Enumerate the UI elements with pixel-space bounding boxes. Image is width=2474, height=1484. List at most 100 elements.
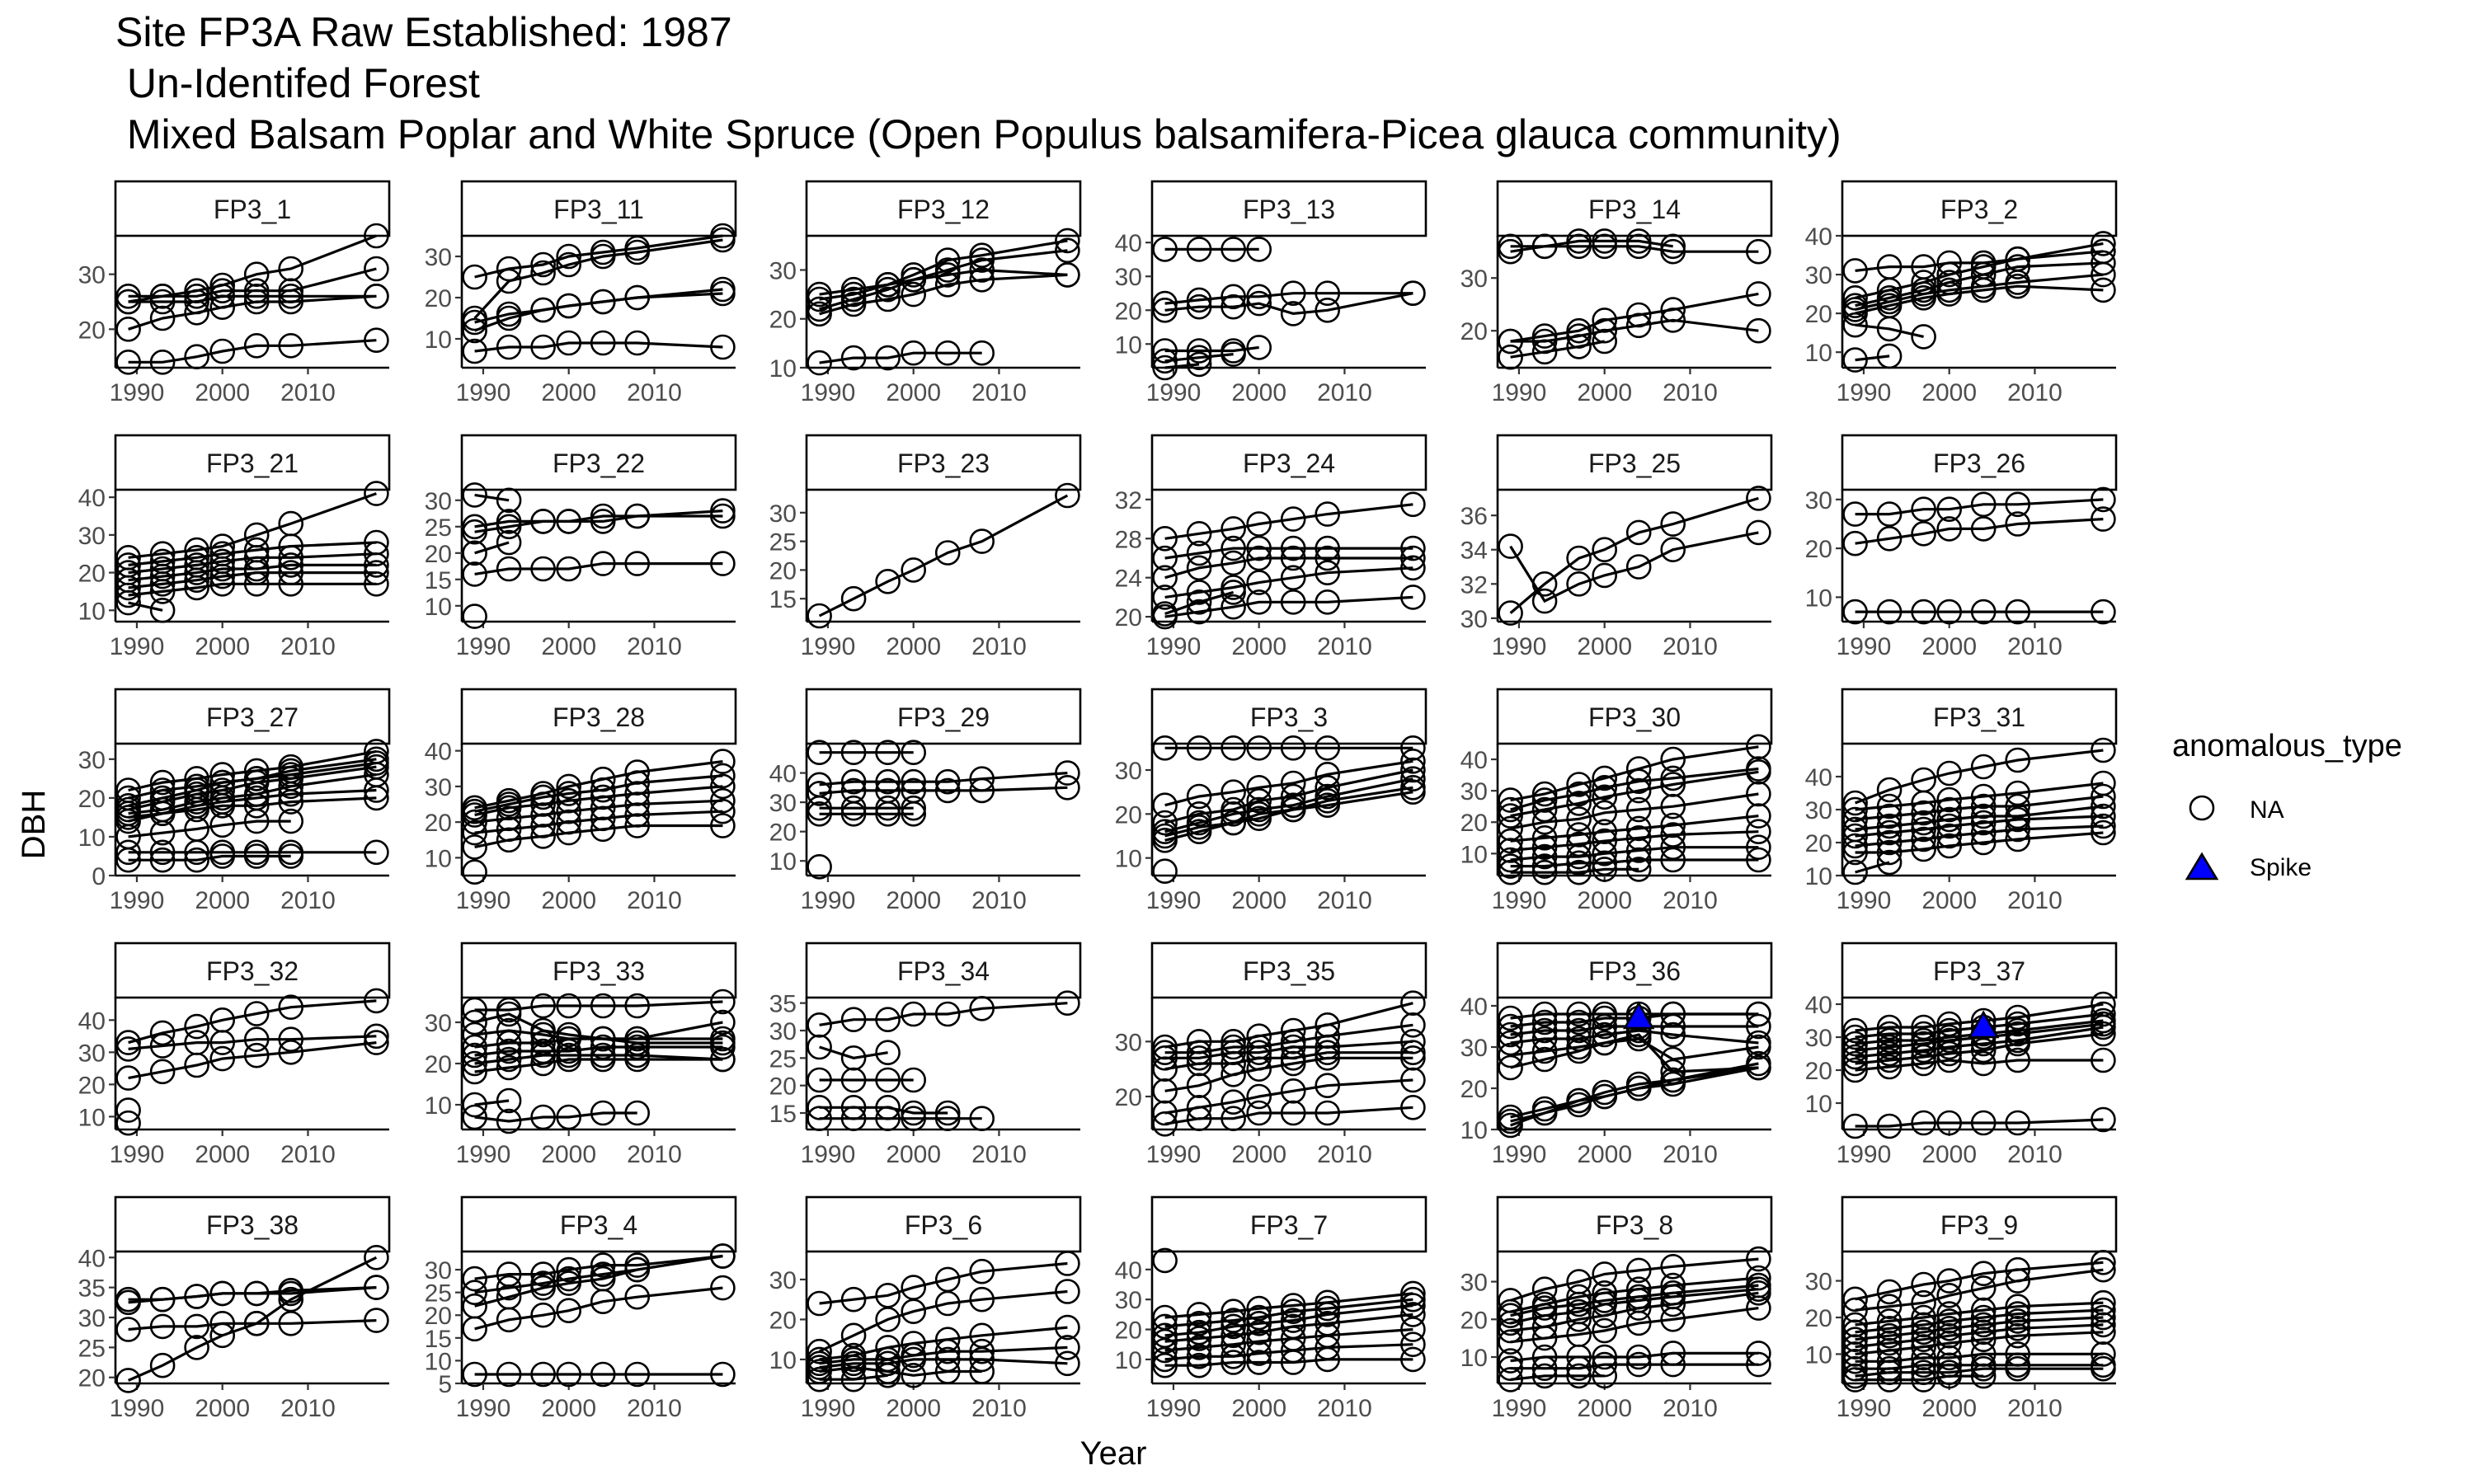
tree-point bbox=[1660, 511, 1686, 537]
strip-box bbox=[114, 1195, 391, 1253]
tree-point bbox=[462, 1034, 487, 1060]
tree-point bbox=[1970, 1037, 1997, 1064]
x-tick-label: 2010 bbox=[627, 379, 682, 406]
y-tick-label: 20 bbox=[1460, 318, 1488, 345]
tree-point bbox=[1246, 1311, 1272, 1336]
strip-box bbox=[1841, 942, 2118, 999]
tree-point bbox=[875, 801, 901, 827]
tree-point bbox=[149, 1033, 176, 1059]
tree-point bbox=[530, 251, 556, 278]
tree-point bbox=[2005, 1355, 2030, 1382]
tree-point bbox=[1152, 1346, 1178, 1373]
chart-title: Site FP3A Raw Established: 1987 Un-Ident… bbox=[115, 9, 1841, 157]
tree-point bbox=[1842, 1024, 1868, 1050]
tree-point bbox=[364, 988, 389, 1014]
tree-point bbox=[840, 1286, 867, 1313]
tree-point bbox=[1221, 1034, 1246, 1060]
tree-point bbox=[462, 482, 487, 508]
y-tick-label: 30 bbox=[1460, 265, 1488, 293]
x-tick-label: 1990 bbox=[1146, 1395, 1202, 1422]
tree-point bbox=[1660, 1307, 1686, 1332]
tree-line bbox=[1855, 1268, 2104, 1312]
tree-line bbox=[1855, 273, 2104, 311]
tree-point bbox=[462, 1050, 487, 1077]
tree-point bbox=[2091, 1319, 2116, 1345]
strip-label: FP3_4 bbox=[560, 1210, 637, 1240]
tree-point bbox=[530, 1042, 556, 1068]
tree-line bbox=[1510, 767, 1759, 811]
tree-line bbox=[474, 1111, 637, 1123]
tree-point bbox=[278, 781, 304, 807]
tree-point bbox=[1936, 1283, 1962, 1308]
tree-point bbox=[1221, 341, 1246, 367]
y-tick-label: 15 bbox=[769, 1101, 797, 1128]
strip-label: FP3_23 bbox=[897, 448, 990, 478]
panel-FP3_35: FP3_35 20 30 1990 2000 2010 bbox=[1115, 942, 1427, 1168]
strip-label: FP3_2 bbox=[1940, 195, 2018, 224]
tree-point bbox=[149, 1059, 176, 1085]
tree-point bbox=[1055, 237, 1080, 264]
tree-point bbox=[840, 1007, 867, 1032]
strip-label: FP3_28 bbox=[553, 702, 645, 732]
tree-point bbox=[1315, 1302, 1340, 1327]
tree-point bbox=[1970, 819, 1997, 846]
tree-point bbox=[1876, 849, 1903, 876]
x-tick-label: 2010 bbox=[2007, 1141, 2062, 1168]
tree-point bbox=[209, 1045, 236, 1072]
tree-line bbox=[1164, 791, 1413, 838]
tree-point bbox=[1400, 1280, 1426, 1307]
y-tick-label: 25 bbox=[425, 514, 452, 542]
x-tick-label: 2010 bbox=[280, 379, 336, 406]
y-tick-label: 20 bbox=[1115, 298, 1142, 325]
tree-point bbox=[807, 1290, 832, 1317]
tree-point bbox=[2005, 1308, 2030, 1334]
tree-point bbox=[710, 798, 736, 824]
tree-point bbox=[2091, 813, 2116, 839]
tree-line bbox=[1855, 1019, 2104, 1045]
tree-point bbox=[624, 1256, 651, 1283]
tree-point bbox=[2091, 1047, 2116, 1073]
tree-line bbox=[1855, 1059, 2104, 1072]
tree-line bbox=[1509, 496, 1759, 614]
tree-point bbox=[807, 1359, 832, 1384]
tree-point bbox=[1498, 1112, 1523, 1139]
panel-FP3_8: FP3_8 10 20 30 1990 2000 2010 bbox=[1460, 1195, 1773, 1422]
tree-point bbox=[1498, 1310, 1523, 1336]
tree-point bbox=[149, 305, 176, 331]
tree-point bbox=[1566, 1009, 1592, 1036]
tree-point bbox=[624, 1284, 651, 1310]
tree-point bbox=[1911, 1037, 1936, 1064]
x-tick-label: 2010 bbox=[971, 1141, 1027, 1168]
tree-line bbox=[819, 239, 1068, 301]
tree-point bbox=[807, 795, 832, 821]
tree-point bbox=[1746, 519, 1771, 546]
y-tick-label: 40 bbox=[1805, 992, 1832, 1019]
tree-point bbox=[1842, 1113, 1868, 1139]
tree-point bbox=[1280, 280, 1306, 307]
tree-point bbox=[1936, 516, 1962, 542]
tree-line bbox=[819, 268, 1068, 296]
tree-point bbox=[1746, 1280, 1771, 1306]
panel-FP3_28: FP3_28 10 20 30 40 1990 2000 2010 bbox=[425, 688, 737, 914]
tree-point bbox=[934, 1106, 961, 1131]
tree-point bbox=[1498, 1348, 1523, 1374]
tree-point bbox=[1911, 284, 1936, 311]
tree-line bbox=[128, 601, 163, 612]
tree-point bbox=[1876, 1021, 1903, 1047]
tree-point bbox=[2005, 747, 2030, 773]
tree-point bbox=[2005, 254, 2030, 279]
tree-point bbox=[1221, 1322, 1246, 1349]
tree-point bbox=[969, 996, 995, 1021]
strip-label: FP3_8 bbox=[1596, 1210, 1673, 1240]
strip-label: FP3_7 bbox=[1250, 1210, 1328, 1240]
tree-point bbox=[462, 338, 487, 364]
x-tick-label: 2000 bbox=[195, 1141, 250, 1168]
x-tick-label: 2010 bbox=[2007, 633, 2062, 660]
tree-point bbox=[1055, 228, 1080, 254]
tree-point bbox=[364, 839, 389, 866]
tree-point bbox=[496, 1030, 522, 1056]
tree-point bbox=[1152, 1337, 1178, 1364]
y-tick-label: 10 bbox=[425, 845, 452, 872]
y-tick-label: 10 bbox=[1460, 1345, 1488, 1372]
